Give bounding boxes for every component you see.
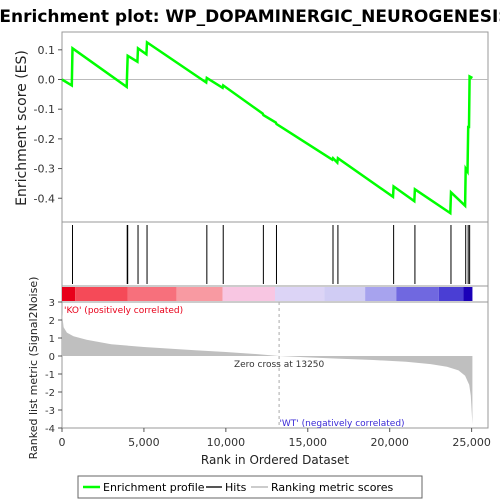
- metric-y-tick-label: 2: [49, 316, 55, 327]
- color-bar-segment: [365, 287, 397, 301]
- enrichment-profile-line: [61, 40, 473, 216]
- metric-panel: [61, 301, 489, 429]
- es-y-tick-label: 0.0: [38, 74, 56, 87]
- color-bar-segment: [62, 287, 76, 301]
- es-panel: [61, 31, 489, 223]
- x-tick-label: 20,000: [370, 436, 409, 449]
- x-tick-label: 25,000: [452, 436, 491, 449]
- metric-y-tick-label: -3: [45, 406, 55, 417]
- x-tick-label: 15,000: [289, 436, 328, 449]
- color-bar-segment: [396, 287, 439, 301]
- legend-box: [77, 475, 423, 499]
- color-bar-segment: [222, 287, 275, 301]
- chart-title: Enrichment plot: WP_DOPAMINERGIC_NEUROGE…: [0, 7, 500, 27]
- legend-metric-label: Ranking metric scores: [271, 481, 393, 494]
- x-tick-label: 0: [59, 436, 66, 449]
- metric-y-tick-label: 0: [49, 352, 55, 363]
- positive-correlation-label: 'KO' (positively correlated): [64, 306, 183, 316]
- color-bar-segment: [438, 287, 464, 301]
- color-bar-segment: [75, 287, 128, 301]
- es-y-label: Enrichment score (ES): [14, 50, 30, 206]
- metric-y-tick-label: -1: [45, 370, 55, 381]
- color-bar-segment: [463, 287, 473, 301]
- es-y-tick-label: 0.1: [38, 44, 56, 57]
- metric-y-tick-label: -4: [45, 424, 55, 435]
- negative-correlation-label: 'WT' (negatively correlated): [279, 419, 404, 429]
- metric-y-tick-label: 3: [49, 298, 55, 309]
- x-tick-label: 10,000: [207, 436, 246, 449]
- metric-y-label: Ranked list metric (Signal2Noise): [27, 277, 40, 460]
- es-y-tick-label: -0.1: [34, 103, 55, 116]
- es-y-tick-label: -0.3: [34, 163, 55, 176]
- color-bar-segment: [127, 287, 177, 301]
- color-bar-segment: [176, 287, 223, 301]
- x-tick-label: 5,000: [128, 436, 160, 449]
- legend-hits-label: Hits: [225, 481, 247, 494]
- hits-panel: [61, 221, 489, 287]
- es-y-tick-label: -0.4: [34, 192, 55, 205]
- color-bar-segment: [275, 287, 325, 301]
- legend-enrichment-label: Enrichment profile: [103, 481, 205, 494]
- es-y-tick-label: -0.2: [34, 133, 55, 146]
- color-bar-segment: [324, 287, 366, 301]
- x-axis-label: Rank in Ordered Dataset: [201, 453, 349, 467]
- zero-cross-label: Zero cross at 13250: [234, 360, 325, 370]
- metric-y-tick-label: 1: [49, 334, 55, 345]
- metric-y-tick-label: -2: [45, 388, 55, 399]
